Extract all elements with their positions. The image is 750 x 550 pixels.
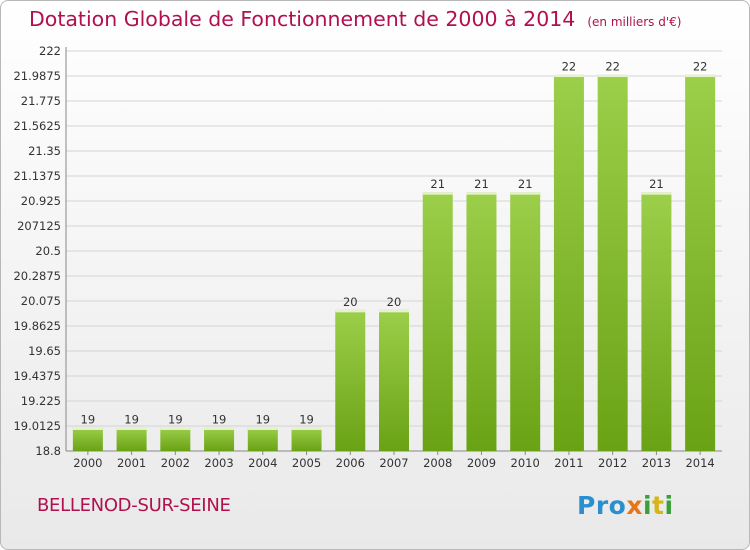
y-tick-label: 19.225	[21, 394, 61, 408]
bar-2011	[553, 74, 584, 451]
bar-highlight	[685, 74, 716, 78]
logo-part-2: x	[626, 491, 643, 520]
bar-2001	[116, 427, 147, 451]
y-tick-label: 21.5625	[13, 119, 61, 133]
chart-subtitle: (en milliers d'€)	[587, 15, 682, 29]
bar-2006	[335, 309, 366, 451]
logo-part-1: Pro	[577, 491, 627, 520]
proxiti-logo[interactable]: Proxiti	[577, 491, 674, 520]
bar-highlight	[204, 427, 235, 430]
data-label: 22	[562, 60, 577, 74]
data-label: 19	[299, 412, 314, 426]
city-name: BELLENOD-SUR-SEINE	[37, 495, 231, 516]
data-label: 22	[693, 60, 708, 74]
y-tick-label: 19.4375	[13, 369, 61, 383]
x-tick-label: 2008	[423, 456, 452, 470]
logo-part-3: i	[642, 491, 653, 520]
bar-2007	[379, 309, 409, 451]
bars: 19 19 19 19 19 19 20 20 21 21 21 22 22 21 22	[72, 60, 716, 452]
y-tick-label: 18.8	[35, 444, 61, 458]
bar-2000	[72, 427, 103, 451]
x-tick-label: 2012	[598, 456, 627, 470]
data-label: 21	[649, 177, 664, 191]
bar-2005	[291, 427, 322, 451]
bar-highlight	[510, 192, 541, 195]
y-tick-label: 20.2875	[13, 269, 61, 283]
bar-2002	[160, 427, 191, 451]
x-axis-ticks: 2000 2001 2002 2003 2004 2005 2006 2007 2008 2009…	[73, 451, 715, 470]
bar-highlight	[466, 192, 497, 195]
x-tick-label: 2005	[292, 456, 321, 470]
bar-highlight	[160, 427, 191, 430]
bar-2009	[466, 192, 497, 452]
bar-2010	[510, 192, 541, 452]
y-tick-label: 207125	[17, 219, 61, 233]
y-axis-ticks: 222 21.9875 21.775 21.5625 21.35 21.1375 20.92…	[13, 44, 61, 458]
data-label: 21	[474, 177, 489, 191]
bar-2013	[641, 192, 672, 452]
bar-highlight	[247, 427, 278, 430]
data-label: 19	[81, 412, 96, 426]
chart-title: Dotation Globale de Fonctionnement de 20…	[29, 7, 681, 31]
bar-2003	[204, 427, 235, 451]
bar-highlight	[553, 74, 584, 78]
bar-highlight	[72, 427, 103, 430]
data-label: 19	[124, 412, 139, 426]
x-tick-label: 2001	[117, 456, 146, 470]
logo-part-5: i	[664, 491, 674, 520]
bar-2012	[597, 74, 628, 451]
x-tick-label: 2013	[642, 456, 671, 470]
y-tick-label: 19.65	[28, 344, 61, 358]
data-label: 19	[168, 412, 183, 426]
data-label: 20	[387, 295, 402, 309]
chart-title-text: Dotation Globale de Fonctionnement de 20…	[29, 7, 576, 31]
x-tick-label: 2009	[467, 456, 496, 470]
x-tick-label: 2006	[336, 456, 365, 470]
y-tick-label: 222	[39, 44, 61, 58]
data-label: 19	[255, 412, 270, 426]
x-tick-label: 2004	[248, 456, 277, 470]
bar-highlight	[291, 427, 322, 430]
bar-highlight	[597, 74, 628, 78]
data-label: 19	[212, 412, 227, 426]
bar-highlight	[335, 309, 366, 313]
bar-highlight	[379, 309, 409, 313]
x-tick-label: 2002	[161, 456, 190, 470]
y-tick-label: 21.1375	[13, 169, 61, 183]
y-tick-label: 20.075	[21, 294, 61, 308]
y-tick-label: 20.925	[21, 194, 61, 208]
data-label: 22	[605, 60, 620, 74]
y-tick-label: 20.5	[35, 244, 61, 258]
x-tick-label: 2014	[685, 456, 714, 470]
bar-highlight	[116, 427, 147, 430]
x-tick-label: 2010	[511, 456, 540, 470]
bar-highlight	[641, 192, 672, 195]
bar-2014	[685, 74, 716, 451]
y-tick-label: 19.0125	[13, 419, 61, 433]
logo-part-4: t	[652, 491, 665, 520]
y-tick-label: 21.775	[21, 94, 61, 108]
data-label: 20	[343, 295, 358, 309]
x-tick-label: 2003	[204, 456, 233, 470]
x-tick-label: 2000	[73, 456, 102, 470]
y-tick-label: 19.8625	[13, 319, 61, 333]
data-label: 21	[430, 177, 445, 191]
bar-highlight	[422, 192, 453, 195]
x-tick-label: 2007	[379, 456, 408, 470]
data-label: 21	[518, 177, 533, 191]
y-tick-label: 21.35	[28, 144, 61, 158]
bar-2008	[422, 192, 453, 452]
y-tick-label: 21.9875	[13, 69, 61, 83]
bar-2004	[247, 427, 278, 451]
x-tick-label: 2011	[554, 456, 583, 470]
